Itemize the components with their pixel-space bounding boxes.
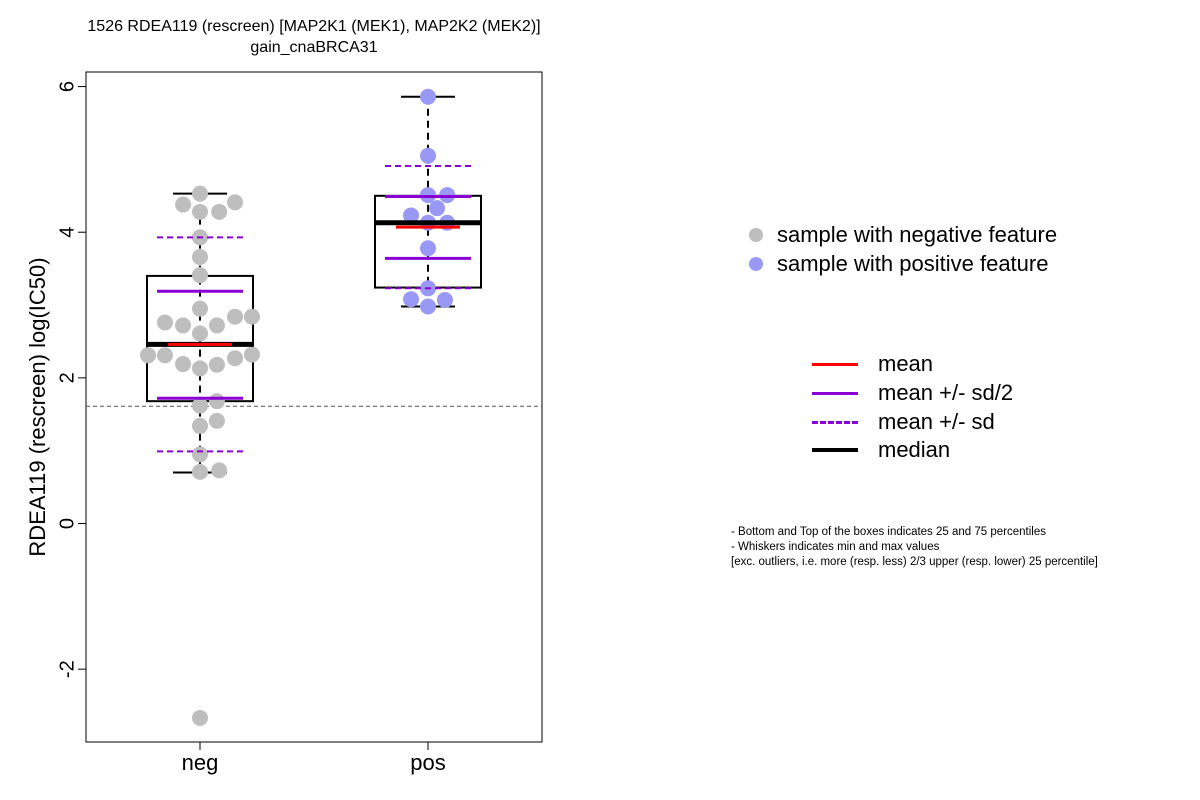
sample-point-pos: [420, 147, 436, 164]
y-axis-label: RDEA119 (rescreen) log(IC50): [25, 257, 50, 556]
legend-mean-sd-label: mean +/- sd: [878, 409, 995, 434]
sample-point-neg: [192, 360, 208, 377]
y-tick-label: 2: [56, 372, 78, 383]
sample-point-neg: [175, 356, 192, 373]
sample-point-neg: [243, 346, 260, 363]
chart-title: 1526 RDEA119 (rescreen) [MAP2K1 (MEK1), …: [87, 18, 541, 35]
sample-point-neg: [208, 356, 225, 373]
sample-point-neg: [175, 196, 192, 213]
chart-subtitle: gain_cnaBRCA31: [250, 39, 378, 56]
x-tick-label: pos: [410, 750, 445, 775]
legend-item-positive: sample with positive feature: [749, 251, 1048, 277]
sample-point-neg: [140, 347, 157, 364]
sample-point-neg: [243, 308, 260, 325]
sample-point-pos: [420, 240, 436, 257]
sample-point-pos: [403, 207, 420, 224]
sample-point-neg: [208, 412, 225, 429]
sample-point-neg: [208, 393, 225, 410]
legend-item-mean: mean: [812, 351, 933, 377]
legend-item-mean-sd2: mean +/- sd/2: [812, 380, 1013, 406]
sample-point-neg: [192, 300, 208, 317]
sample-point-pos: [429, 200, 446, 217]
sample-point-neg: [211, 203, 228, 220]
legend-item-negative: sample with negative feature: [749, 222, 1057, 248]
plot-frame: [85, 71, 543, 743]
sample-point-neg: [227, 350, 244, 367]
legend-positive-label: sample with positive feature: [777, 251, 1049, 276]
sample-point-neg: [192, 463, 208, 480]
sample-point-neg: [192, 325, 208, 342]
sample-point-neg: [208, 317, 225, 334]
sample-point-neg: [175, 317, 192, 334]
y-tick-label: -2: [56, 660, 78, 678]
legend-positive-dot: [749, 257, 763, 271]
sample-point-neg: [192, 267, 208, 284]
chart-notes: - Bottom and Top of the boxes indicates …: [731, 525, 1098, 570]
sample-point-pos: [403, 291, 420, 308]
note-line: - Whiskers indicates min and max values: [731, 541, 940, 553]
legend-mean-label: mean: [878, 351, 934, 376]
sample-point-neg: [192, 248, 208, 265]
legend-negative-label: sample with negative feature: [777, 222, 1058, 247]
legend-mean-sd2-label: mean +/- sd/2: [878, 380, 1014, 405]
y-tick-label: 4: [56, 227, 78, 238]
sample-point-pos: [420, 298, 436, 315]
legend-negative-dot: [749, 228, 763, 242]
legend-mean-key: [812, 362, 858, 366]
sample-point-neg: [227, 194, 244, 211]
sample-point-neg: [156, 347, 173, 364]
sample-point-neg: [156, 314, 173, 331]
sample-point-neg: [192, 417, 208, 434]
note-line: [exc. outliers, i.e. more (resp. less) 2…: [731, 556, 1098, 568]
legend-median-key: [812, 448, 858, 452]
note-line: - Bottom and Top of the boxes indicates …: [731, 526, 1046, 538]
sample-point-pos: [436, 291, 453, 308]
legend-item-median: median: [812, 437, 950, 463]
legend-median-label: median: [878, 437, 951, 462]
y-tick-label: 6: [56, 81, 78, 92]
sample-point-pos: [420, 88, 436, 105]
legend-mean-sd2-key: [812, 391, 858, 395]
sample-point-neg: [192, 203, 208, 220]
legend-mean-sd-key: [812, 420, 858, 424]
y-tick-label: 0: [56, 518, 78, 529]
sample-point-neg: [192, 185, 208, 202]
sample-point-neg: [227, 308, 244, 325]
sample-point-neg: [192, 397, 208, 414]
x-tick-label: neg: [182, 750, 219, 775]
sample-point-neg: [192, 709, 208, 726]
sample-point-neg: [211, 462, 228, 479]
sample-point-neg: [192, 446, 208, 463]
legend-item-mean-sd: mean +/- sd: [812, 409, 995, 435]
